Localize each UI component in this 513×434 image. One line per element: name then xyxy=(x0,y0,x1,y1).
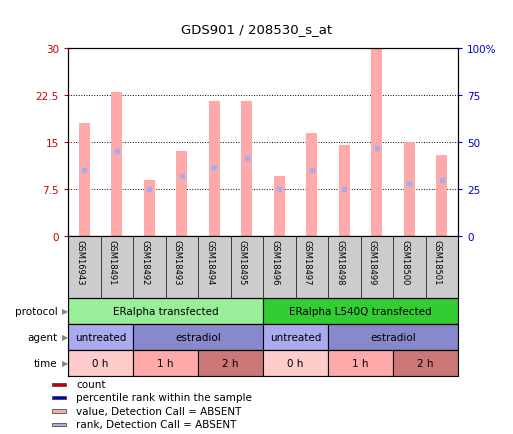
Bar xyxy=(198,350,263,376)
Bar xyxy=(133,324,263,350)
Text: GSM18497: GSM18497 xyxy=(303,240,312,285)
Text: ▶: ▶ xyxy=(62,307,69,316)
Text: untreated: untreated xyxy=(270,332,321,342)
Bar xyxy=(328,350,393,376)
Bar xyxy=(111,92,123,237)
Bar xyxy=(263,324,328,350)
Bar xyxy=(52,383,66,386)
Text: GSM18494: GSM18494 xyxy=(205,240,214,285)
Bar xyxy=(144,180,155,237)
Bar xyxy=(176,152,187,237)
Text: rank, Detection Call = ABSENT: rank, Detection Call = ABSENT xyxy=(76,419,236,429)
Text: untreated: untreated xyxy=(75,332,126,342)
Text: GSM18496: GSM18496 xyxy=(270,240,279,285)
Bar xyxy=(263,350,328,376)
Text: agent: agent xyxy=(28,332,58,342)
Bar xyxy=(273,177,285,237)
Text: 0 h: 0 h xyxy=(287,358,304,368)
Bar xyxy=(68,324,133,350)
Bar xyxy=(371,49,382,237)
Text: ▶: ▶ xyxy=(62,358,69,368)
Text: count: count xyxy=(76,379,106,389)
Text: GSM18493: GSM18493 xyxy=(173,240,182,285)
Bar xyxy=(339,146,350,237)
Text: protocol: protocol xyxy=(15,306,58,316)
Text: GSM18491: GSM18491 xyxy=(108,240,117,285)
Text: 1 h: 1 h xyxy=(157,358,174,368)
Text: GSM18501: GSM18501 xyxy=(433,240,442,285)
Text: ERalpha L540Q transfected: ERalpha L540Q transfected xyxy=(289,306,432,316)
Text: GSM18499: GSM18499 xyxy=(368,240,377,285)
Bar xyxy=(436,155,447,237)
Bar xyxy=(68,298,263,324)
Text: percentile rank within the sample: percentile rank within the sample xyxy=(76,393,252,402)
Bar xyxy=(52,423,66,426)
Bar xyxy=(306,133,318,237)
Text: GSM18498: GSM18498 xyxy=(336,240,344,285)
Bar xyxy=(209,102,220,237)
Text: value, Detection Call = ABSENT: value, Detection Call = ABSENT xyxy=(76,406,242,416)
Bar xyxy=(404,143,415,237)
Text: estradiol: estradiol xyxy=(370,332,416,342)
Text: GSM18500: GSM18500 xyxy=(400,240,409,285)
Bar xyxy=(393,350,458,376)
Text: GSM18495: GSM18495 xyxy=(238,240,247,285)
Text: ERalpha transfected: ERalpha transfected xyxy=(113,306,219,316)
Bar xyxy=(263,298,458,324)
Text: 0 h: 0 h xyxy=(92,358,109,368)
Text: 1 h: 1 h xyxy=(352,358,369,368)
Text: GSM18492: GSM18492 xyxy=(140,240,149,285)
Text: GDS901 / 208530_s_at: GDS901 / 208530_s_at xyxy=(181,23,332,36)
Text: GSM16943: GSM16943 xyxy=(75,240,84,285)
Bar xyxy=(78,124,90,237)
Bar xyxy=(328,324,458,350)
Bar xyxy=(52,409,66,413)
Bar xyxy=(133,350,198,376)
Text: estradiol: estradiol xyxy=(175,332,221,342)
Text: 2 h: 2 h xyxy=(222,358,239,368)
Bar xyxy=(241,102,252,237)
Text: ▶: ▶ xyxy=(62,333,69,342)
Text: time: time xyxy=(34,358,58,368)
Bar xyxy=(52,396,66,399)
Text: 2 h: 2 h xyxy=(417,358,434,368)
Bar xyxy=(68,350,133,376)
